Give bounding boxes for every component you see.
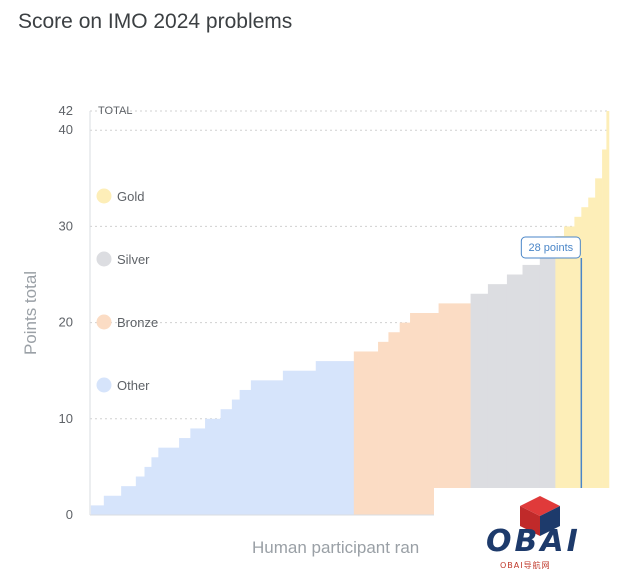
y-tick-20: 20	[59, 315, 73, 330]
legend: Gold Silver Bronze Other	[96, 188, 158, 393]
bar-silver-1	[487, 284, 508, 515]
y-axis-title: Points total	[21, 271, 40, 355]
bar-other-8	[190, 428, 206, 515]
legend-item-other: Other	[96, 377, 150, 393]
bar-other-15	[315, 361, 355, 515]
highlight-label: 28 points	[528, 242, 573, 254]
bar-gold-7	[606, 111, 610, 515]
y-tick-40: 40	[59, 122, 73, 137]
bar-other-5	[151, 457, 159, 515]
bar-bronze-3	[399, 322, 411, 515]
bar-gold-3	[581, 207, 589, 515]
legend-item-bronze: Bronze	[96, 314, 158, 330]
bar-other-11	[231, 399, 240, 515]
bar-gold-4	[588, 197, 596, 516]
bar-series	[90, 111, 610, 516]
y-tick-10: 10	[59, 411, 73, 426]
bar-gold-0	[555, 236, 565, 516]
legend-label-silver: Silver	[117, 252, 150, 267]
y-tick-0: 0	[66, 507, 73, 522]
highlight-label-box	[520, 236, 581, 259]
legend-label-gold: Gold	[117, 189, 144, 204]
watermark-logo: OBAI OBAI导航网	[434, 488, 640, 578]
series-silver	[470, 255, 556, 516]
chart-title: Score on IMO 2024 problems	[18, 10, 293, 33]
bar-other-9	[205, 418, 221, 515]
bar-other-14	[282, 370, 317, 515]
series-other	[90, 361, 355, 515]
bar-other-12	[239, 389, 252, 515]
legend-swatch-bronze	[96, 314, 112, 330]
legend-label-bronze: Bronze	[117, 315, 158, 330]
total-label: TOTAL	[98, 105, 132, 117]
bar-other-13	[250, 380, 284, 515]
bar-bronze-4	[410, 313, 439, 515]
legend-item-silver: Silver	[96, 251, 150, 267]
cube-icon	[520, 496, 560, 536]
legend-swatch-silver	[96, 251, 112, 267]
bar-other-7	[179, 438, 191, 515]
bar-gold-6	[602, 149, 607, 515]
bar-bronze-2	[388, 332, 400, 515]
legend-item-gold: Gold	[96, 188, 144, 204]
highlight-callout: 28 points	[520, 236, 583, 515]
series-gold	[555, 111, 610, 516]
series-bronze	[353, 303, 471, 515]
y-tick-42: 42	[59, 103, 73, 118]
bar-silver-0	[470, 293, 489, 515]
bar-bronze-0	[353, 351, 379, 515]
bar-silver-4	[539, 255, 556, 516]
bar-other-4	[144, 466, 152, 515]
bar-bronze-1	[378, 341, 389, 515]
bar-silver-2	[506, 274, 523, 515]
bar-gold-2	[574, 216, 582, 516]
legend-label-other: Other	[117, 378, 150, 393]
bar-silver-3	[522, 264, 541, 515]
watermark-name: OBAI	[486, 524, 581, 559]
bar-gold-1	[564, 226, 575, 515]
y-tick-labels: 0 10 20 30 40 42	[59, 103, 73, 522]
bar-gold-5	[595, 178, 603, 516]
bar-other-10	[220, 409, 233, 515]
x-axis-title: Human participant ran	[252, 538, 419, 557]
watermark-subtitle: OBAI导航网	[500, 561, 551, 570]
bar-other-3	[135, 476, 145, 515]
grid-lines	[90, 110, 609, 420]
y-tick-30: 30	[59, 218, 73, 233]
legend-swatch-other	[96, 377, 112, 393]
bar-other-0	[90, 505, 105, 515]
legend-swatch-gold	[96, 188, 112, 204]
bar-bronze-5	[438, 303, 471, 515]
bar-other-6	[158, 447, 180, 515]
bar-other-1	[103, 495, 122, 515]
bar-other-2	[121, 486, 137, 515]
